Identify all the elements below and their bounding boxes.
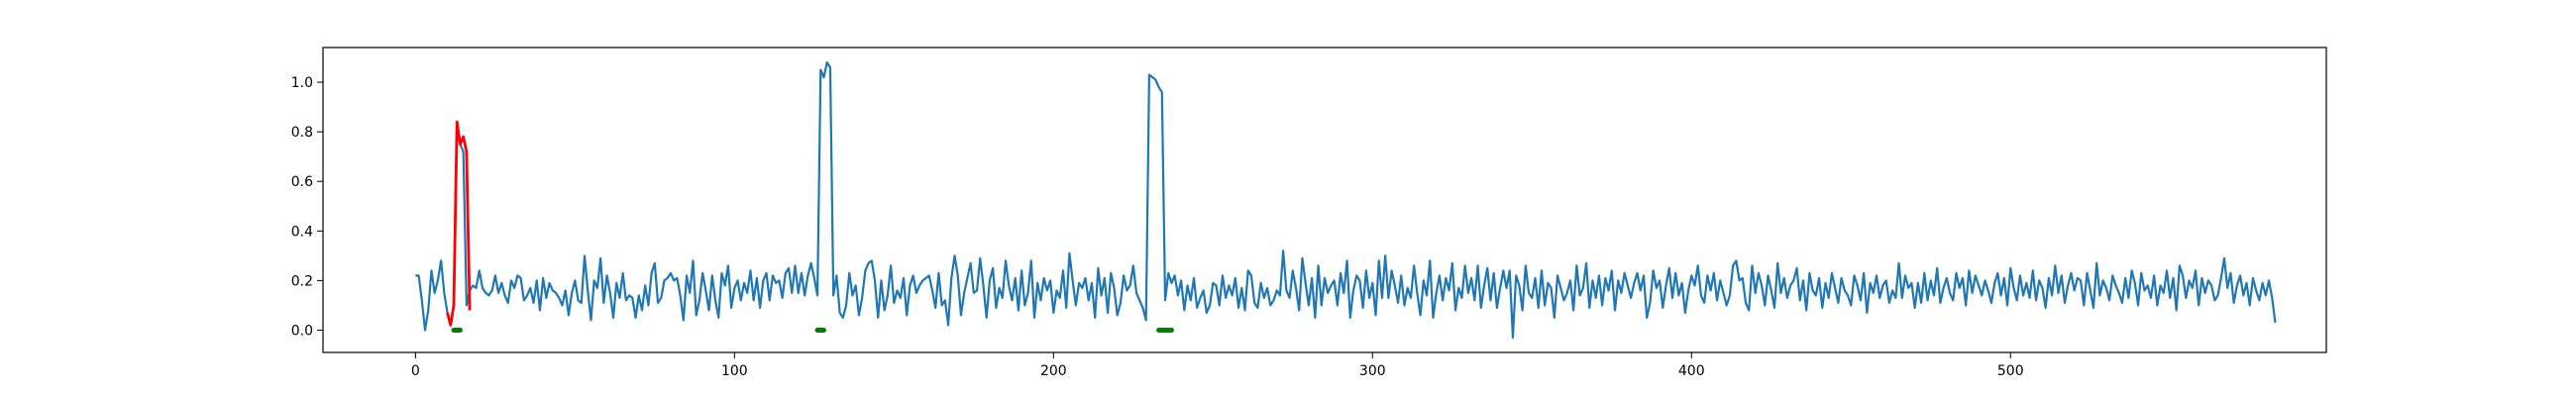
x-tick-label: 0: [411, 363, 420, 379]
x-tick-label: 400: [1678, 363, 1705, 379]
x-tick-label: 200: [1040, 363, 1067, 379]
y-tick-label: 1.0: [291, 75, 313, 91]
x-tick-label: 500: [1997, 363, 2024, 379]
x-tick-label: 300: [1359, 363, 1386, 379]
plot-frame: [322, 47, 2327, 353]
y-tick-label: 0.6: [291, 174, 313, 190]
y-tick-label: 0.8: [291, 125, 313, 141]
y-tick-label: 0.4: [291, 224, 313, 240]
series-line-0: [415, 60, 2277, 340]
y-tick-label: 0.2: [291, 273, 313, 289]
series-line-1: [446, 120, 472, 327]
y-tick-label: 0.0: [291, 323, 313, 339]
x-tick-label: 100: [721, 363, 748, 379]
